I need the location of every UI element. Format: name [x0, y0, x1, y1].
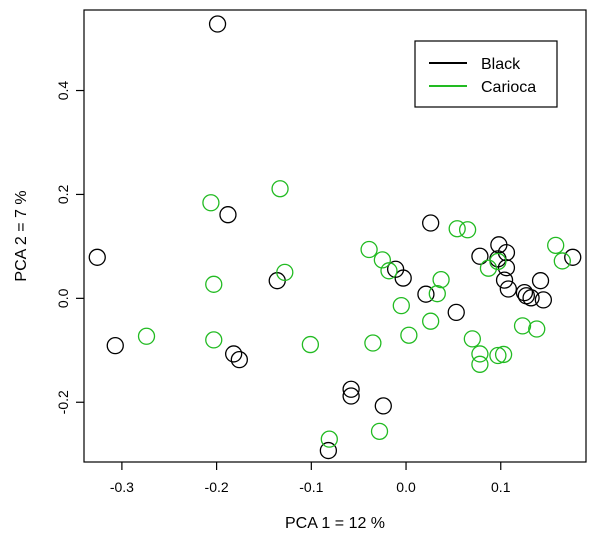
point-black	[394, 269, 412, 287]
point-carioca	[380, 262, 398, 280]
legend-box	[414, 40, 558, 108]
point-carioca	[301, 335, 320, 354]
plot-frame	[83, 9, 587, 463]
point-black	[342, 380, 360, 398]
point-black	[208, 15, 227, 33]
x-axis-title: PCA 1 = 12 %	[285, 515, 385, 532]
point-black	[531, 272, 550, 290]
y-tick-label: 0.4	[55, 81, 71, 101]
x-tick-label: -0.3	[110, 479, 134, 495]
point-carioca	[479, 259, 498, 277]
point-carioca	[513, 317, 532, 335]
point-black	[342, 387, 360, 405]
point-carioca	[458, 221, 477, 239]
y-tick-label: -0.2	[55, 390, 71, 414]
point-black	[515, 283, 534, 302]
point-carioca	[528, 320, 546, 338]
legend: Black Carioca	[414, 40, 558, 108]
point-black	[534, 291, 553, 309]
point-carioca	[494, 345, 513, 364]
point-black	[417, 285, 435, 303]
point-carioca	[428, 285, 446, 303]
points-layer	[88, 15, 582, 460]
point-black	[219, 206, 237, 224]
legend-label-carioca: Carioca	[481, 79, 536, 96]
point-carioca	[370, 422, 389, 440]
point-carioca	[489, 346, 507, 365]
point-carioca	[392, 296, 410, 315]
point-carioca	[364, 334, 382, 352]
point-black	[447, 303, 465, 322]
point-carioca	[432, 270, 450, 289]
point-carioca	[320, 430, 338, 448]
point-carioca	[205, 331, 223, 349]
point-carioca	[202, 194, 220, 212]
point-carioca	[137, 327, 156, 345]
point-carioca	[205, 275, 223, 293]
point-black	[495, 271, 514, 289]
point-black	[319, 441, 338, 460]
point-carioca	[471, 345, 489, 363]
x-axis: -0.3 -0.2 -0.1 0.0 0.1	[110, 462, 511, 495]
y-axis: -0.2 0.0 0.2 0.4	[55, 81, 84, 414]
x-tick-label: -0.1	[299, 479, 323, 495]
x-tick-label: 0.0	[396, 479, 416, 495]
y-tick-label: 0.0	[55, 288, 71, 308]
point-black	[230, 351, 248, 369]
y-axis-title: PCA 2 = 7 %	[13, 190, 30, 281]
point-carioca	[360, 240, 378, 259]
point-black	[225, 345, 243, 363]
point-black	[374, 397, 392, 415]
point-carioca	[471, 355, 489, 373]
point-black	[497, 259, 516, 277]
point-carioca	[276, 263, 294, 282]
point-black	[522, 289, 540, 307]
point-carioca	[547, 236, 565, 255]
y-tick-label: 0.2	[55, 184, 71, 204]
point-black	[422, 214, 440, 232]
point-carioca	[553, 252, 571, 270]
legend-label-black: Black	[481, 56, 521, 73]
point-carioca	[448, 220, 466, 238]
point-carioca	[463, 330, 481, 348]
point-black	[471, 247, 489, 265]
point-black	[88, 248, 106, 266]
point-black	[499, 280, 517, 298]
point-black	[564, 248, 582, 266]
point-carioca	[373, 251, 392, 269]
x-tick-label: 0.1	[491, 479, 511, 495]
point-carioca	[489, 252, 507, 271]
point-carioca	[422, 312, 440, 330]
point-carioca	[400, 326, 418, 344]
point-carioca	[271, 180, 289, 198]
point-black	[106, 336, 124, 355]
x-tick-label: -0.2	[205, 479, 229, 495]
